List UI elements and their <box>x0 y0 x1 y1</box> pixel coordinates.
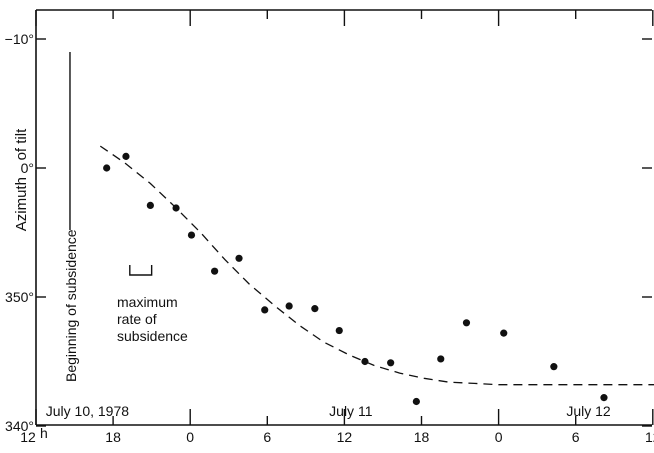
max-rate-label: maximum <box>117 294 178 310</box>
chart-axes <box>35 9 652 426</box>
date-label: July 11 <box>329 403 373 419</box>
x-tick-label: 18 <box>414 429 430 445</box>
x-tick-label: 6 <box>263 429 271 445</box>
data-point <box>187 231 196 239</box>
x-tick-label: 12 <box>337 429 353 445</box>
y-tick-label: −10° <box>5 31 34 47</box>
x-tick-unit: h <box>40 425 48 441</box>
data-point <box>311 305 319 313</box>
data-point <box>172 204 180 212</box>
y-tick-label: 350° <box>5 289 34 305</box>
data-point <box>122 152 130 160</box>
x-tick-label: 12 <box>645 429 654 445</box>
data-point <box>235 254 243 262</box>
x-tick-label: 18 <box>105 429 121 445</box>
data-point <box>285 302 293 310</box>
data-point <box>146 201 154 210</box>
data-point <box>261 306 269 314</box>
data-point <box>361 357 369 366</box>
y-ticks: −10° 0° 350° 340° <box>5 31 652 434</box>
data-point <box>500 329 508 337</box>
data-point <box>211 267 219 275</box>
trend-line <box>99 145 654 386</box>
data-point <box>103 164 111 172</box>
date-label: July 10, 1978 <box>46 403 129 419</box>
data-point <box>335 326 343 335</box>
max-rate-label: subsidence <box>117 328 188 344</box>
data-point <box>387 359 395 367</box>
data-points <box>103 152 608 406</box>
y-tick-label: 340° <box>5 418 34 434</box>
x-tick-label: 6 <box>572 429 580 445</box>
max-rate-bracket <box>129 265 153 276</box>
max-rate-label: rate of <box>117 311 157 327</box>
x-tick-label: 12 <box>20 429 36 445</box>
y-axis-label: Azimuth of tilt <box>13 128 30 231</box>
x-tick-label: 0 <box>495 429 503 445</box>
data-point <box>412 397 420 406</box>
data-point <box>437 355 445 363</box>
beginning-of-subsidence-label: Beginning of subsidence <box>63 229 79 382</box>
data-point <box>462 319 471 327</box>
data-point <box>600 394 608 402</box>
x-tick-label: 0 <box>186 429 194 445</box>
data-point <box>550 363 558 371</box>
date-label: July 12 <box>566 403 611 419</box>
y-tick-label: 0° <box>21 160 34 176</box>
